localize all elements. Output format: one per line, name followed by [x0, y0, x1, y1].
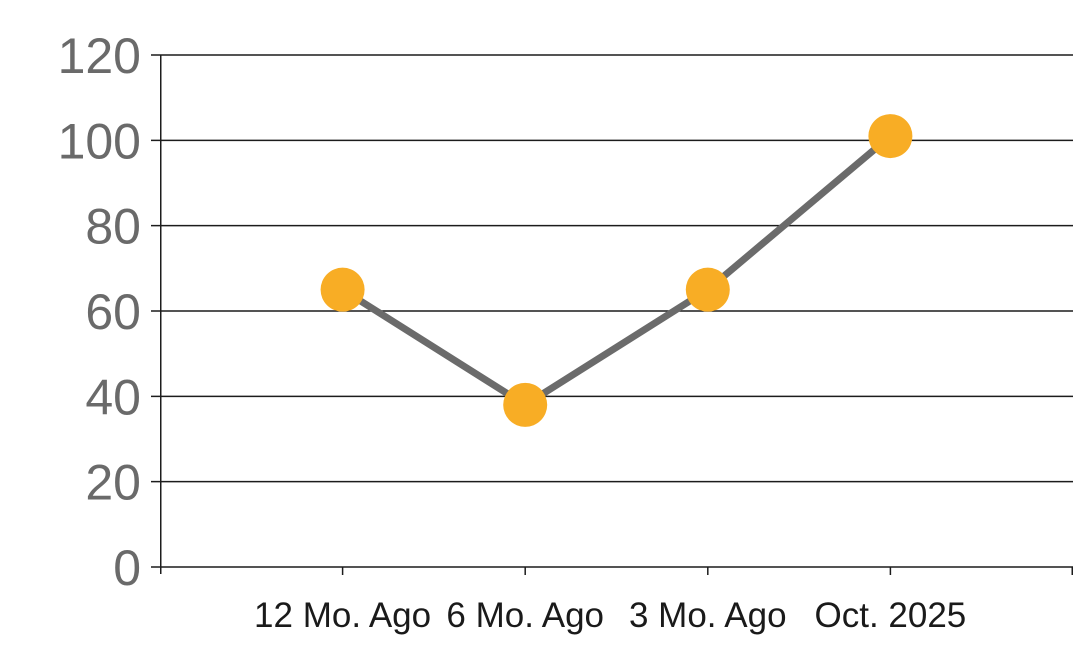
y-tick-label-40: 40	[85, 369, 141, 425]
data-line	[339, 132, 894, 409]
y-tick-label-100: 100	[58, 113, 141, 169]
data-point-1	[503, 382, 548, 427]
x-tick-label-3: Oct. 2025	[815, 596, 967, 635]
data-point-3	[868, 114, 913, 159]
x-tick-label-2: 3 Mo. Ago	[629, 596, 787, 635]
data-point-0	[320, 267, 365, 312]
y-tick-label-80: 80	[85, 199, 141, 255]
x-tick-label-1: 6 Mo. Ago	[446, 596, 604, 635]
y-tick-label-0: 0	[113, 540, 141, 596]
x-tick-label-0: 12 Mo. Ago	[254, 596, 431, 635]
data-point-2	[685, 267, 730, 312]
y-tick-label-20: 20	[85, 455, 141, 511]
y-tick-label-120: 120	[58, 28, 141, 84]
y-tick-label-60: 60	[85, 284, 141, 340]
